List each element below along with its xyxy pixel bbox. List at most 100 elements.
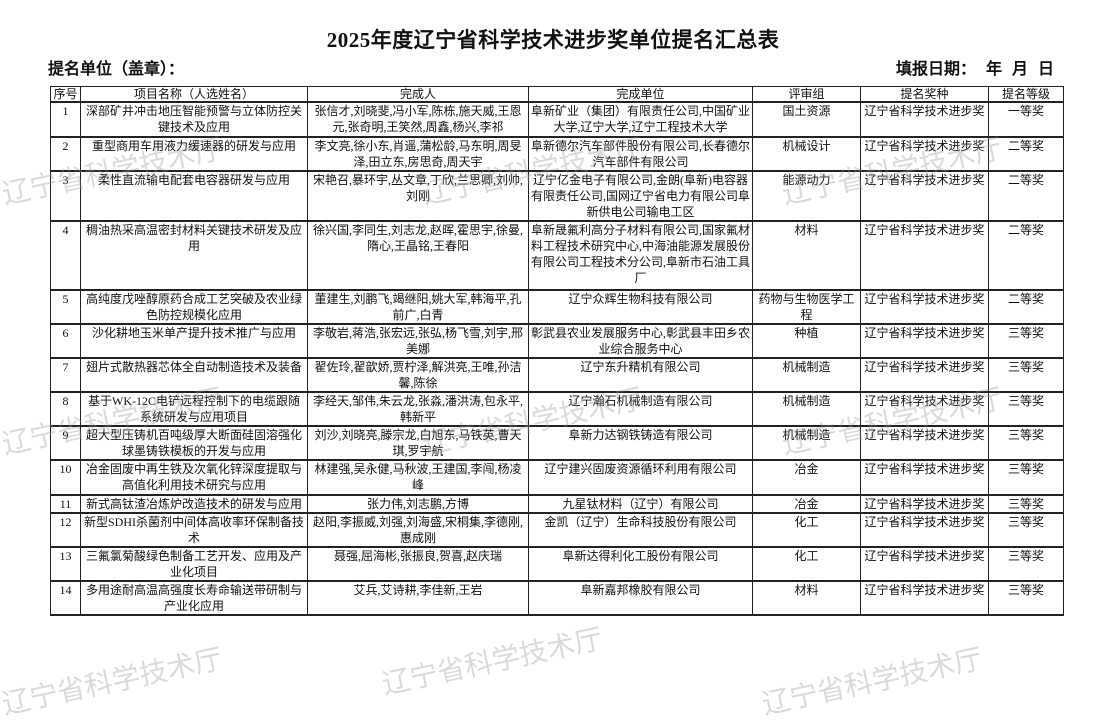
cell-award-level: 三等奖	[988, 391, 1064, 427]
cell-project: 高纯度戊唑醇原药合成工艺突破及农业绿色防控规模化应用	[80, 289, 308, 325]
cell-project: 柔性直流输电配套电容器研发与应用	[80, 170, 308, 222]
header-project: 项目名称（人选姓名）	[80, 86, 308, 103]
header-contributors: 完成人	[307, 86, 529, 103]
table-row: 10 冶金固废中再生铁及次氧化锌深度提取与高值化利用技术研究与应用 林建强,吴永健,…	[50, 459, 1064, 496]
cell-award-level: 二等奖	[988, 289, 1064, 325]
table-row: 14 多用途耐高温高强度长寿命输送带研制与产业化应用 艾兵,艾诗耕,李佳新,王岩 阜新…	[50, 580, 1064, 616]
cell-index: 3	[50, 170, 81, 222]
cell-units: 金凯（辽宁）生命科技股份有限公司	[528, 512, 753, 548]
cell-award-level: 三等奖	[988, 323, 1064, 359]
cell-award-type: 辽宁省科学技术进步奖	[860, 425, 989, 461]
cell-review-group: 材料	[752, 580, 861, 616]
cell-award-level: 三等奖	[988, 546, 1064, 582]
table-row: 12 新型SDHI杀菌剂中间体高收率环保制备技术 赵阳,李振威,刘强,刘海盛,宋桐集…	[50, 512, 1064, 548]
cell-project: 深部矿井冲击地压智能预警与立体防控关键技术及应用	[80, 101, 308, 138]
cell-contributors: 张信才,刘晓斐,冯小军,陈栋,施天威,王恩元,张奇明,王笑然,周鑫,杨兴,李祁	[307, 101, 529, 138]
table-row: 13 三氟氯菊酸绿色制备工艺开发、应用及产业化项目 聂强,屈海彬,张振良,贺喜,赵庆…	[50, 546, 1064, 582]
cell-index: 4	[50, 220, 81, 291]
cell-award-level: 二等奖	[988, 136, 1064, 172]
table-row: 7 翅片式散热器芯体全自动制造技术及装备 翟佐玲,翟歆娇,贾柠泽,解洪亮,王唯,孙洁…	[50, 357, 1064, 393]
cell-project: 重型商用车用液力缓速器的研发与应用	[80, 136, 308, 172]
table-row: 4 稠油热采高温密封材料关键技术研发及应用 徐兴国,李同生,刘志龙,赵晖,霍思宇,徐…	[50, 220, 1064, 291]
cell-units: 阜新矿业（集团）有限责任公司,中国矿业大学,辽宁大学,辽宁工程技术大学	[528, 101, 753, 138]
cell-review-group: 化工	[752, 546, 861, 582]
nominating-unit-label: 提名单位（盖章）：	[48, 61, 185, 78]
cell-award-type: 辽宁省科学技术进步奖	[860, 220, 989, 291]
table-row: 2 重型商用车用液力缓速器的研发与应用 李文亮,徐小东,肖遥,蒲松龄,马东明,周旻泽…	[50, 136, 1064, 172]
cell-contributors: 艾兵,艾诗耕,李佳新,王岩	[307, 580, 529, 616]
header-award-type: 提名奖种	[860, 86, 989, 103]
header-award-level: 提名等级	[988, 86, 1064, 103]
header-units: 完成单位	[528, 86, 753, 103]
cell-project: 三氟氯菊酸绿色制备工艺开发、应用及产业化项目	[80, 546, 308, 582]
cell-contributors: 李敬岩,蒋浩,张宏远,张弘,杨飞雪,刘宇,邢美娜	[307, 323, 529, 359]
cell-units: 彰武县农业发展服务中心,彰武县丰田乡农业综合服务中心	[528, 323, 753, 359]
header-review-group: 评审组	[752, 86, 861, 103]
cell-award-type: 辽宁省科学技术进步奖	[860, 546, 989, 582]
watermark: 辽宁省科学技术厅	[0, 643, 226, 721]
cell-review-group: 药物与生物医学工程	[752, 289, 861, 325]
cell-units: 九星钛材料（辽宁）有限公司	[528, 494, 753, 514]
table-row: 3 柔性直流输电配套电容器研发与应用 宋艳召,暴环宇,丛文章,丁欣,兰思卿,刘帅,刘…	[50, 170, 1064, 222]
cell-index: 7	[50, 357, 81, 393]
cell-units: 阜新德尔汽车部件股份有限公司,长春德尔汽车部件有限公司	[528, 136, 753, 172]
cell-award-type: 辽宁省科学技术进步奖	[860, 289, 989, 325]
cell-award-level: 三等奖	[988, 580, 1064, 616]
header-index: 序号	[50, 86, 81, 103]
cell-contributors: 李经天,邹伟,朱云龙,张淼,潘洪涛,包永平,韩新平	[307, 391, 529, 427]
cell-contributors: 徐兴国,李同生,刘志龙,赵晖,霍思宇,徐曼,隋心,王晶铭,王春阳	[307, 220, 529, 291]
cell-award-level: 三等奖	[988, 512, 1064, 548]
watermark: 辽宁省科学技术厅	[759, 643, 986, 721]
cell-contributors: 张力伟,刘志鹏,方博	[307, 494, 529, 514]
cell-index: 12	[50, 512, 81, 548]
cell-review-group: 种植	[752, 323, 861, 359]
watermark: 辽宁省科学技术厅	[379, 623, 606, 701]
cell-award-type: 辽宁省科学技术进步奖	[860, 512, 989, 548]
cell-project: 稠油热采高温密封材料关键技术研发及应用	[80, 220, 308, 291]
cell-project: 新型SDHI杀菌剂中间体高收率环保制备技术	[80, 512, 308, 548]
cell-award-level: 三等奖	[988, 494, 1064, 514]
cell-units: 辽宁东升精机有限公司	[528, 357, 753, 393]
cell-award-type: 辽宁省科学技术进步奖	[860, 580, 989, 616]
cell-contributors: 林建强,吴永健,马秋波,王建国,李闯,杨凌峰	[307, 459, 529, 496]
cell-index: 1	[50, 101, 81, 138]
cell-project: 翅片式散热器芯体全自动制造技术及装备	[80, 357, 308, 393]
table-header-row: 序号 项目名称（人选姓名） 完成人 完成单位 评审组 提名奖种 提名等级	[50, 86, 1064, 103]
nomination-table: 序号 项目名称（人选姓名） 完成人 完成单位 评审组 提名奖种 提名等级 1 深部…	[50, 86, 1064, 616]
cell-contributors: 董建生,刘鹏飞,竭继阳,姚大军,韩海平,孔前广,白青	[307, 289, 529, 325]
cell-award-type: 辽宁省科学技术进步奖	[860, 101, 989, 138]
cell-review-group: 材料	[752, 220, 861, 291]
cell-units: 辽宁众辉生物科技有限公司	[528, 289, 753, 325]
cell-review-group: 机械制造	[752, 391, 861, 427]
cell-index: 11	[50, 494, 81, 514]
cell-project: 冶金固废中再生铁及次氧化锌深度提取与高值化利用技术研究与应用	[80, 459, 308, 496]
cell-index: 2	[50, 136, 81, 172]
cell-review-group: 机械设计	[752, 136, 861, 172]
cell-review-group: 能源动力	[752, 170, 861, 222]
cell-award-level: 一等奖	[988, 101, 1064, 138]
cell-units: 阜新嘉邦橡胶有限公司	[528, 580, 753, 616]
cell-award-level: 二等奖	[988, 170, 1064, 222]
cell-award-type: 辽宁省科学技术进步奖	[860, 494, 989, 514]
cell-contributors: 赵阳,李振威,刘强,刘海盛,宋桐集,李德刚,惠成刚	[307, 512, 529, 548]
cell-award-level: 三等奖	[988, 425, 1064, 461]
table-row: 11 新式高钛渣冶炼炉改造技术的研发与应用 张力伟,刘志鹏,方博 九星钛材料（辽宁）有…	[50, 494, 1064, 514]
cell-review-group: 化工	[752, 512, 861, 548]
cell-award-level: 二等奖	[988, 220, 1064, 291]
cell-project: 多用途耐高温高强度长寿命输送带研制与产业化应用	[80, 580, 308, 616]
cell-index: 13	[50, 546, 81, 582]
cell-project: 沙化耕地玉米单产提升技术推广与应用	[80, 323, 308, 359]
cell-units: 辽宁瀚石机械制造有限公司	[528, 391, 753, 427]
cell-index: 6	[50, 323, 81, 359]
cell-units: 阜新晟氟利高分子材料有限公司,国家氟材料工程技术研究中心,中海油能源发展股份有限…	[528, 220, 753, 291]
cell-index: 9	[50, 425, 81, 461]
table-row: 8 基于WK-12C电铲远程控制下的电缆跟随系统研发与应用项目 李经天,邹伟,朱云龙…	[50, 391, 1064, 427]
cell-units: 阜新力达钢铁铸造有限公司	[528, 425, 753, 461]
cell-award-type: 辽宁省科学技术进步奖	[860, 357, 989, 393]
cell-contributors: 李文亮,徐小东,肖遥,蒲松龄,马东明,周旻泽,田立东,房思奇,周天宇	[307, 136, 529, 172]
cell-award-type: 辽宁省科学技术进步奖	[860, 323, 989, 359]
cell-award-level: 三等奖	[988, 459, 1064, 496]
cell-units: 辽宁亿金电子有限公司,金朗(阜新)电容器有限责任公司,国网辽宁省电力有限公司阜新…	[528, 170, 753, 222]
cell-units: 阜新达得利化工股份有限公司	[528, 546, 753, 582]
cell-award-type: 辽宁省科学技术进步奖	[860, 459, 989, 496]
